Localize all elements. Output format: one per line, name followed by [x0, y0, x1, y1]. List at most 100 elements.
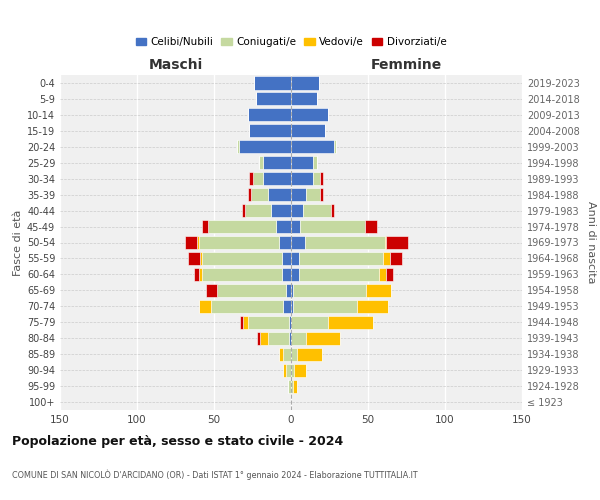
Bar — [208, 220, 275, 233]
Bar — [305, 236, 385, 249]
Bar — [291, 348, 297, 360]
Bar — [202, 268, 282, 281]
Text: COMUNE DI SAN NICOLÒ D'ARCIDANO (OR) - Dati ISTAT 1° gennaio 2024 - Elaborazione: COMUNE DI SAN NICOLÒ D'ARCIDANO (OR) - D… — [12, 470, 418, 480]
Bar — [293, 380, 297, 392]
Bar — [251, 188, 268, 201]
Bar — [291, 364, 294, 376]
Bar — [248, 316, 289, 329]
Bar — [299, 268, 379, 281]
Bar — [202, 252, 282, 265]
Bar — [257, 332, 260, 345]
Bar — [282, 252, 291, 265]
Bar — [291, 236, 305, 249]
Bar — [199, 268, 202, 281]
Bar — [194, 268, 199, 281]
Bar — [239, 140, 291, 153]
Bar — [243, 316, 248, 329]
Bar — [293, 284, 367, 297]
Bar — [307, 188, 320, 201]
Bar — [283, 348, 291, 360]
Bar — [291, 108, 328, 122]
Bar — [291, 204, 304, 217]
Bar — [275, 220, 291, 233]
Bar — [299, 252, 383, 265]
Bar — [217, 284, 286, 297]
Bar — [293, 300, 357, 313]
Bar — [383, 252, 389, 265]
Bar — [245, 204, 271, 217]
Bar — [283, 364, 286, 376]
Bar — [291, 284, 293, 297]
Bar — [288, 380, 291, 392]
Bar — [385, 236, 386, 249]
Bar — [294, 364, 307, 376]
Bar — [291, 76, 319, 90]
Text: Popolazione per età, sesso e stato civile - 2024: Popolazione per età, sesso e stato civil… — [12, 435, 343, 448]
Bar — [386, 268, 392, 281]
Bar — [379, 268, 386, 281]
Bar — [263, 156, 291, 170]
Bar — [291, 220, 300, 233]
Bar — [297, 348, 322, 360]
Bar — [291, 156, 313, 170]
Bar — [291, 172, 313, 185]
Bar — [268, 188, 291, 201]
Bar — [291, 380, 293, 392]
Bar — [188, 252, 200, 265]
Bar — [240, 316, 243, 329]
Bar — [200, 252, 202, 265]
Bar — [291, 140, 334, 153]
Bar — [263, 172, 291, 185]
Text: Femmine: Femmine — [371, 58, 442, 71]
Bar — [260, 332, 268, 345]
Bar — [211, 300, 283, 313]
Bar — [268, 332, 289, 345]
Bar — [278, 236, 291, 249]
Legend: Celibi/Nubili, Coniugati/e, Vedovi/e, Divorziati/e: Celibi/Nubili, Coniugati/e, Vedovi/e, Di… — [131, 34, 451, 52]
Bar — [313, 172, 320, 185]
Bar — [289, 316, 291, 329]
Bar — [291, 252, 299, 265]
Bar — [199, 300, 211, 313]
Bar — [328, 316, 373, 329]
Bar — [289, 332, 291, 345]
Bar — [331, 204, 334, 217]
Bar — [206, 284, 217, 297]
Bar — [256, 92, 291, 106]
Bar — [185, 236, 197, 249]
Bar — [282, 268, 291, 281]
Bar — [248, 188, 251, 201]
Bar — [283, 300, 291, 313]
Bar — [320, 188, 323, 201]
Bar — [253, 172, 263, 185]
Bar — [237, 140, 239, 153]
Bar — [291, 332, 307, 345]
Text: Maschi: Maschi — [148, 58, 203, 71]
Bar — [357, 300, 388, 313]
Bar — [320, 172, 323, 185]
Bar — [250, 124, 291, 138]
Bar — [202, 220, 208, 233]
Bar — [291, 188, 307, 201]
Bar — [291, 316, 328, 329]
Bar — [278, 348, 283, 360]
Bar — [291, 124, 325, 138]
Bar — [304, 204, 331, 217]
Bar — [254, 76, 291, 90]
Bar — [386, 236, 408, 249]
Bar — [250, 172, 253, 185]
Bar — [389, 252, 402, 265]
Bar — [307, 332, 340, 345]
Bar — [286, 364, 291, 376]
Y-axis label: Anni di nascita: Anni di nascita — [586, 201, 596, 284]
Bar — [334, 140, 335, 153]
Bar — [367, 284, 391, 297]
Bar — [242, 204, 245, 217]
Bar — [291, 92, 317, 106]
Bar — [365, 220, 377, 233]
Bar — [199, 236, 278, 249]
Bar — [291, 268, 299, 281]
Bar — [300, 220, 365, 233]
Bar — [286, 284, 291, 297]
Bar — [197, 236, 199, 249]
